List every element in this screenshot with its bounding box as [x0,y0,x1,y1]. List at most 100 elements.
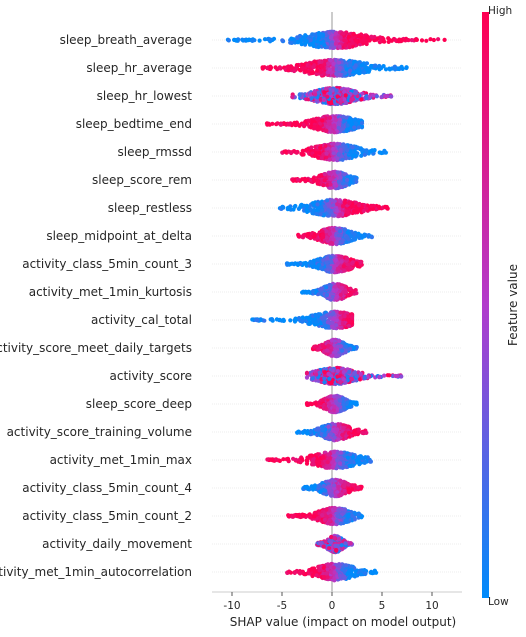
shap-point [327,30,332,35]
shap-point [393,67,398,72]
shap-point [304,147,309,152]
shap-point [350,260,355,265]
shap-point [266,122,271,127]
shap-point [309,261,314,266]
shap-point [319,156,324,161]
shap-point [322,172,327,177]
shap-point [338,315,343,320]
shap-point [313,92,318,97]
shap-point [295,40,300,45]
shap-point [328,182,333,187]
shap-point [337,203,342,208]
shap-point [324,151,329,156]
shap-point [361,234,366,239]
shap-point [424,38,429,43]
shap-point [305,177,310,183]
shap-point [312,153,317,158]
shap-point [362,152,367,157]
shap-point [303,289,308,294]
shap-point [316,44,321,50]
shap-point [319,266,324,271]
shap-point [399,64,404,69]
shap-point [250,38,255,43]
shap-point [367,67,372,72]
shap-point [305,232,311,238]
shap-point [338,212,343,217]
shap-point [330,198,335,203]
shap-point [338,229,343,234]
shap-point [358,146,363,151]
shap-point [330,269,335,274]
shap-point [260,66,265,71]
shap-point [359,121,365,126]
shap-point [278,122,283,127]
shap-point [325,320,330,325]
shap-point [338,175,343,180]
shap-point [339,254,344,259]
shap-point [371,93,376,98]
shap-point [359,153,364,158]
shap-point [298,39,303,44]
shap-point [374,94,379,99]
shap-point [308,38,313,43]
shap-point [367,38,372,43]
shap-point [338,310,343,315]
shap-point [357,67,362,72]
shap-point [369,63,374,69]
shap-point [300,66,305,71]
shap-point [311,208,316,213]
shap-point [337,121,342,126]
shap-point [290,65,295,70]
shap-point [347,318,352,323]
shap-point [318,212,323,217]
shap-point [338,35,343,40]
shap-point [315,179,320,184]
shap-point [373,63,378,68]
shap-point [343,43,348,48]
shap-point [362,70,367,75]
shap-point [345,235,350,240]
shap-point [262,318,267,323]
shap-point [343,93,348,98]
shap-point [431,37,436,43]
shap-point [328,170,333,175]
shap-point [337,67,342,72]
shap-point [340,157,345,162]
shap-point [436,37,441,42]
shap-point [314,320,319,325]
shap-point [340,320,345,326]
shap-point [301,152,306,157]
shap-point [331,227,336,232]
shap-point [360,38,366,43]
shap-point [335,141,340,146]
shap-point [307,42,313,47]
shap-point [330,320,335,325]
shap-point [382,39,387,44]
shap-point [296,177,301,182]
shap-point [352,65,357,70]
shap-point [404,65,409,70]
shap-point [339,285,344,290]
shap-point [328,255,334,260]
shap-point [341,31,346,36]
shap-point [409,38,414,43]
shap-point [240,37,245,42]
shap-point [356,71,362,76]
shap-point [255,318,260,323]
shap-point [304,207,309,212]
shap-point [352,125,357,130]
shap-point [312,124,317,130]
shap-point [287,205,292,210]
shap-point [288,318,293,323]
shap-point [331,151,336,156]
shap-point [335,170,340,175]
shap-point [322,43,327,48]
shap-point [287,122,292,127]
shap-point [346,323,351,328]
shap-point [321,315,326,320]
shap-point [336,125,341,130]
shap-point [336,179,341,184]
shap-point [348,68,353,73]
shap-point [329,259,334,265]
shap-point [315,68,320,73]
